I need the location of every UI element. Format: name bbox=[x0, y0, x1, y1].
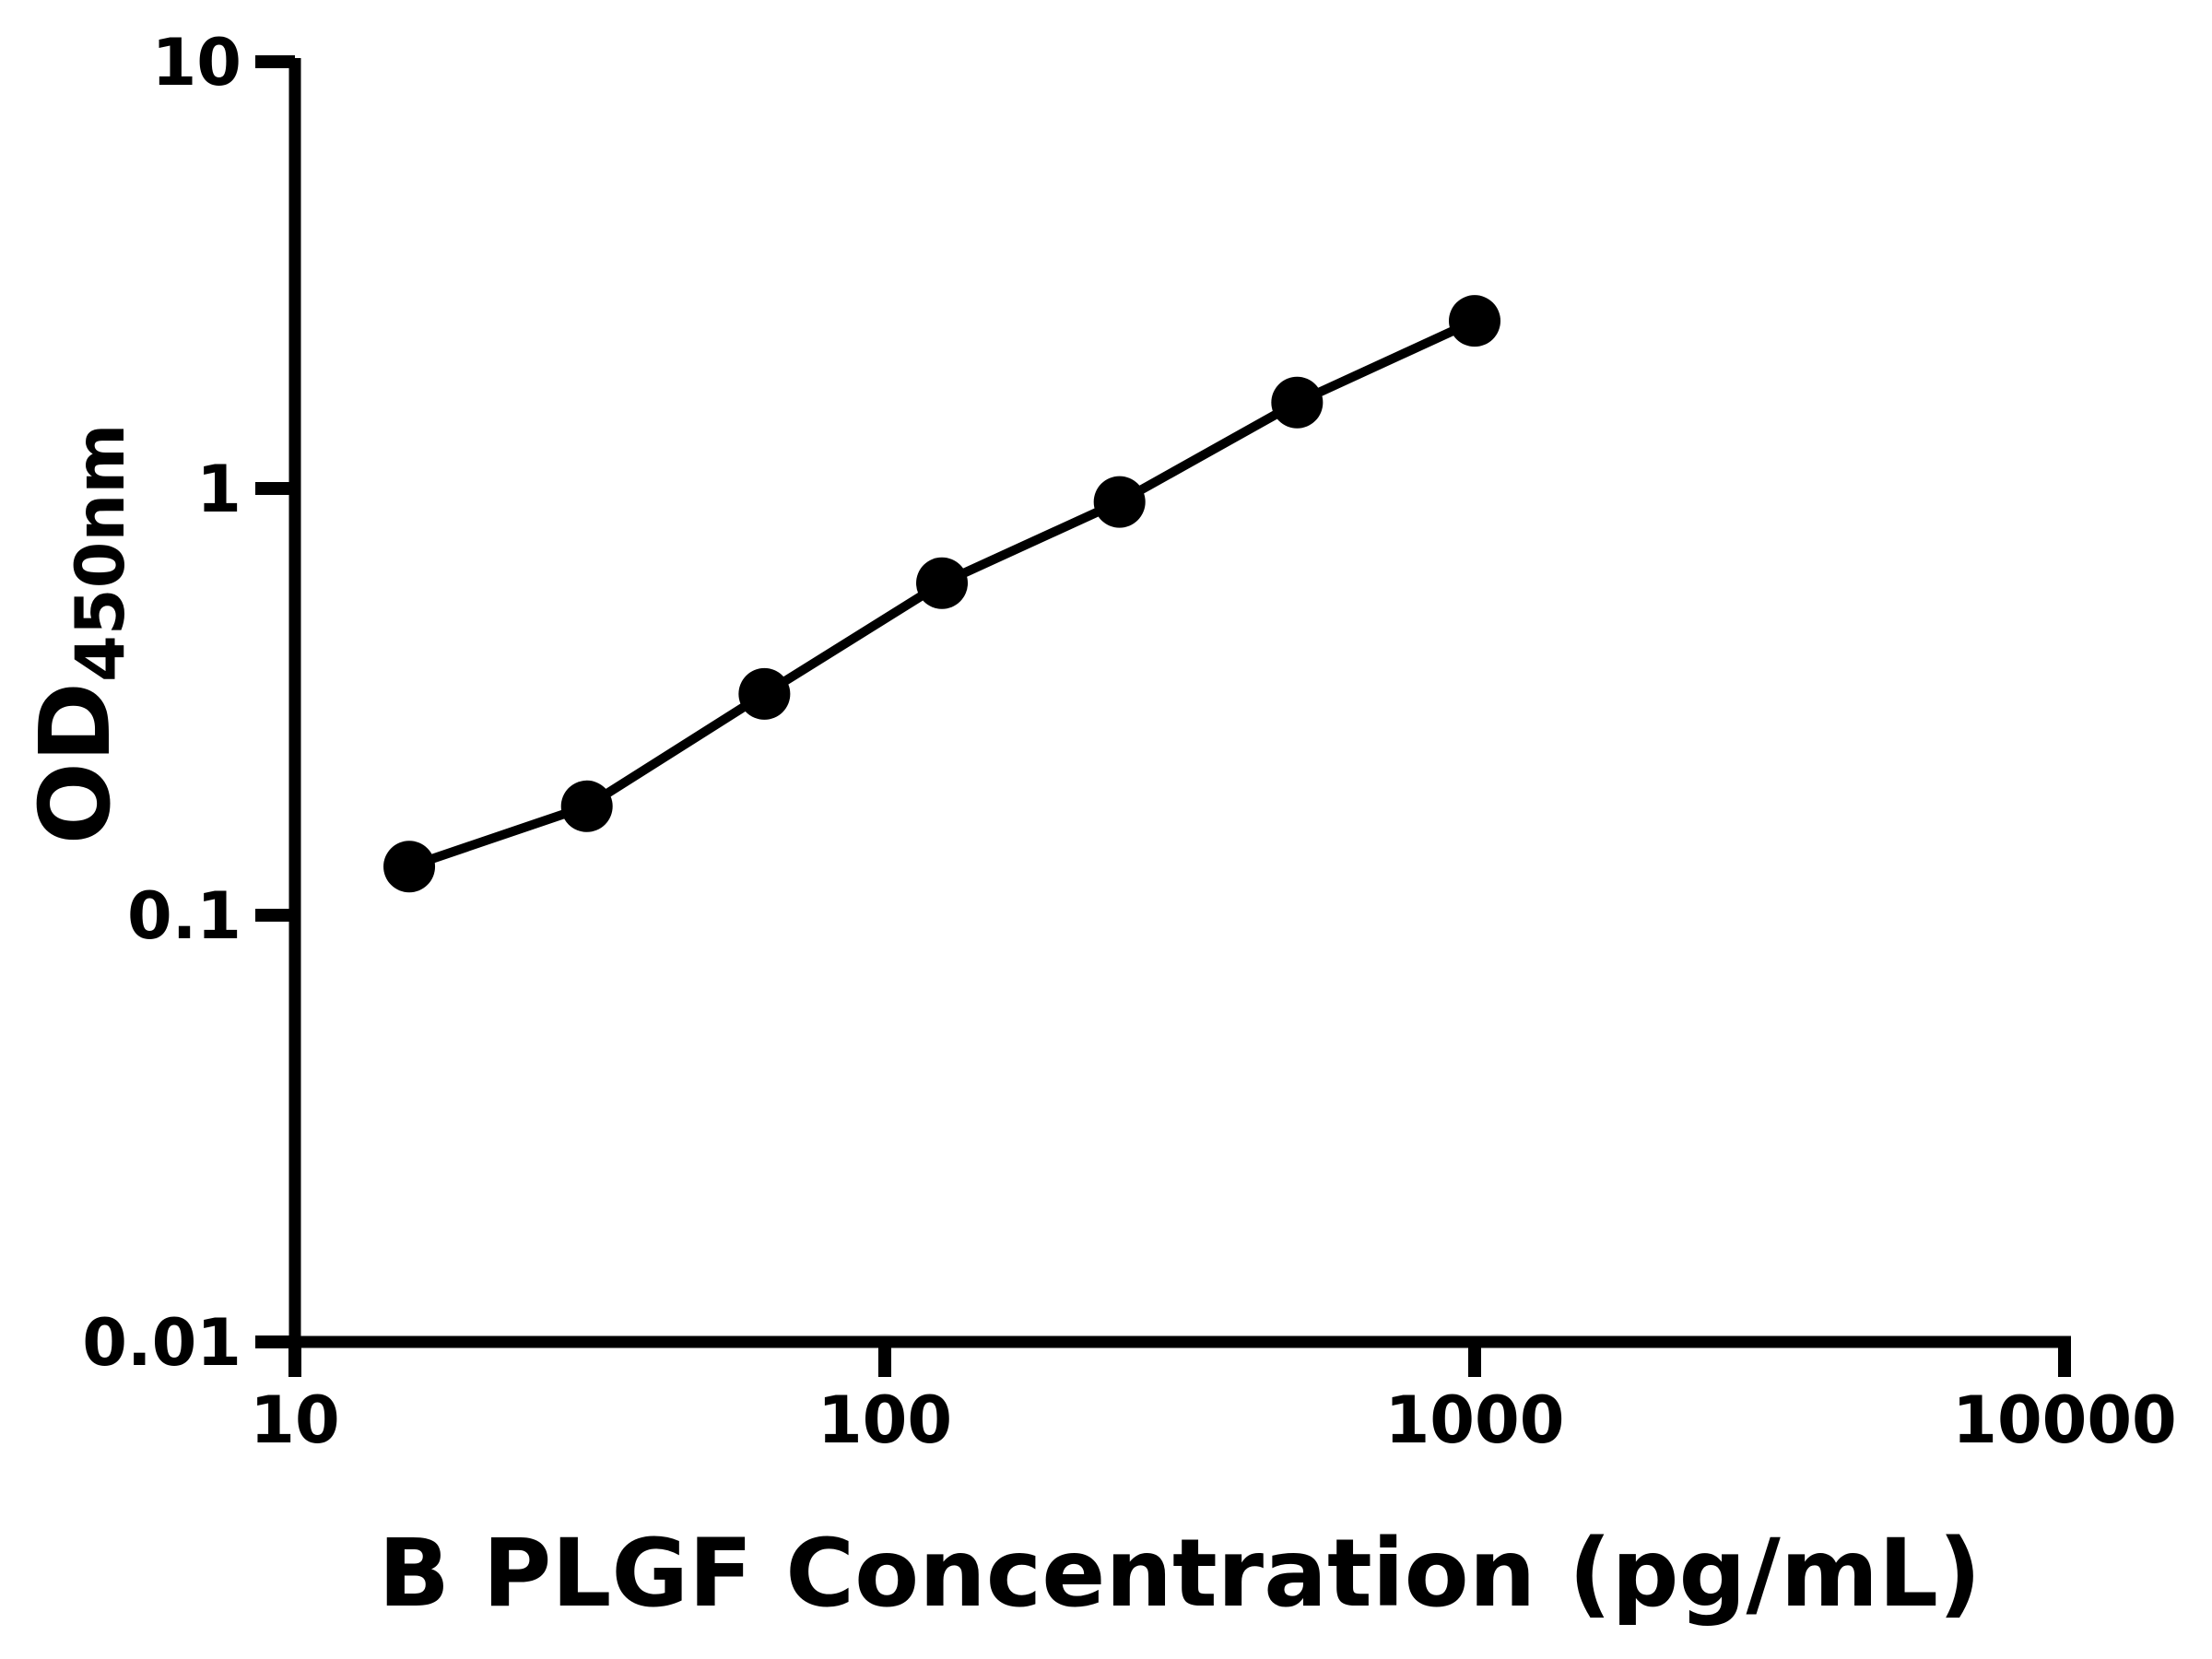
data-point-1 bbox=[383, 841, 436, 893]
x-tick-label: 1000 bbox=[1385, 1382, 1565, 1458]
data-point-3 bbox=[738, 667, 791, 720]
x-tick-label: 10000 bbox=[1952, 1382, 2177, 1458]
data-point-4 bbox=[916, 557, 969, 609]
data-point-7 bbox=[1449, 295, 1500, 347]
x-axis-title: B PLGF Concentration (pg/mL) bbox=[378, 1519, 1981, 1629]
y-tick-label: 1 bbox=[196, 452, 241, 527]
y-tick-label: 0.01 bbox=[82, 1305, 241, 1381]
y-tick-label: 10 bbox=[152, 25, 241, 100]
y-axis-title-main: OD bbox=[19, 682, 132, 844]
y-axis-title-subscript: 450nm bbox=[62, 424, 140, 682]
x-tick-label: 100 bbox=[818, 1382, 952, 1458]
data-point-6 bbox=[1271, 376, 1324, 429]
data-point-2 bbox=[560, 780, 613, 832]
x-tick-label: 10 bbox=[250, 1382, 339, 1458]
y-axis-title: OD450nm bbox=[19, 424, 140, 845]
data-point-5 bbox=[1093, 476, 1146, 528]
y-tick-label: 0.1 bbox=[127, 878, 241, 954]
